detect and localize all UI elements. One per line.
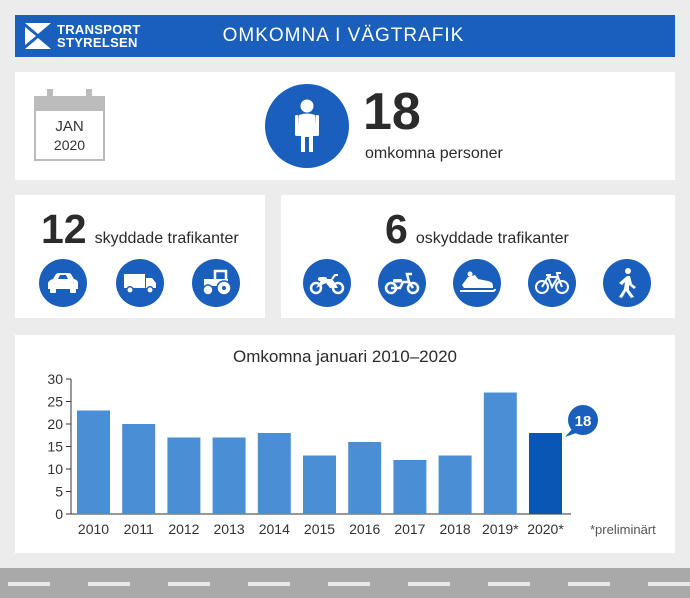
protected-label: skyddade trafikanter — [94, 230, 239, 247]
y-tick-label: 25 — [47, 394, 63, 410]
x-tick-label: 2018 — [440, 521, 471, 537]
protected-count: 12 — [41, 206, 87, 252]
logo-line2: STYRELSEN — [57, 35, 138, 50]
bar-2019 — [483, 392, 517, 514]
callout-value: 18 — [575, 413, 592, 430]
total-summary-card: JAN 2020 18 omkomna personer — [15, 72, 675, 180]
x-tick-label: 2020* — [527, 521, 564, 537]
bar-chart: 0 5 10 15 20 25 30 2010 2011 2012 2013 2014 2015 2016… — [47, 371, 656, 537]
total-fatalities-label: omkomna personer — [365, 145, 503, 162]
bar-2018 — [438, 455, 472, 514]
y-tick-label: 0 — [55, 506, 63, 522]
calendar-month: JAN — [55, 118, 84, 135]
protected-road-users-card: 12 skyddade trafikanter — [15, 195, 265, 318]
header-bar: TRANSPORT STYRELSEN OMKOMNA I VÄGTRAFIK — [15, 15, 675, 57]
x-tick-label: 2014 — [259, 521, 290, 537]
page-title: OMKOMNA I VÄGTRAFIK — [222, 25, 465, 46]
x-tick-label: 2010 — [78, 521, 109, 537]
y-tick-label: 20 — [47, 416, 63, 432]
callout-bubble — [568, 405, 598, 435]
bar-2015 — [303, 455, 336, 514]
x-tick-label: 2012 — [168, 521, 199, 537]
transportstyrelsen-logo: TRANSPORT STYRELSEN — [25, 23, 141, 49]
bar-2010 — [77, 410, 110, 514]
bar-2017 — [393, 460, 427, 514]
unprotected-label: oskyddade trafikanter — [415, 230, 569, 247]
footnote-preliminary: *preliminärt — [590, 522, 656, 537]
y-tick-label: 15 — [47, 439, 63, 455]
unprotected-road-users-card: 6 oskyddade trafikanter — [281, 195, 675, 318]
y-tick-label: 30 — [47, 371, 63, 387]
bar-2011 — [122, 424, 156, 514]
road-decoration — [0, 568, 690, 598]
x-tick-label: 2013 — [214, 521, 245, 537]
bar-2016 — [348, 442, 382, 514]
car-icon — [39, 259, 87, 307]
bar-2020 — [529, 433, 562, 514]
moped-icon — [378, 259, 426, 307]
logo-line1: TRANSPORT — [57, 22, 141, 37]
x-tick-label: 2015 — [304, 521, 335, 537]
motorcycle-icon — [303, 259, 351, 307]
calendar-icon: JAN 2020 — [34, 89, 105, 161]
y-tick-label: 5 — [55, 484, 63, 500]
person-icon — [265, 84, 349, 168]
truck-icon — [116, 259, 164, 307]
chart-title: Omkomna januari 2010–2020 — [233, 347, 457, 366]
logo-mark-icon — [25, 23, 51, 49]
x-tick-label: 2011 — [124, 521, 154, 537]
unprotected-count: 6 — [385, 206, 408, 252]
snowmobile-icon — [453, 259, 501, 307]
y-tick-label: 10 — [47, 461, 63, 477]
bicycle-icon — [528, 259, 576, 307]
x-tick-label: 2019* — [482, 521, 519, 537]
chart-card: Omkomna januari 2010–2020 0 5 10 15 20 25 30 20… — [15, 335, 675, 553]
x-tick-label: 2017 — [394, 521, 425, 537]
calendar-year: 2020 — [53, 137, 86, 153]
bar-2012 — [167, 437, 201, 514]
bar-2013 — [212, 437, 246, 514]
tractor-icon — [192, 259, 240, 307]
bar-2014 — [257, 433, 291, 514]
x-tick-label: 2016 — [349, 521, 380, 537]
pedestrian-icon — [603, 259, 651, 307]
total-fatalities-count: 18 — [363, 83, 421, 141]
